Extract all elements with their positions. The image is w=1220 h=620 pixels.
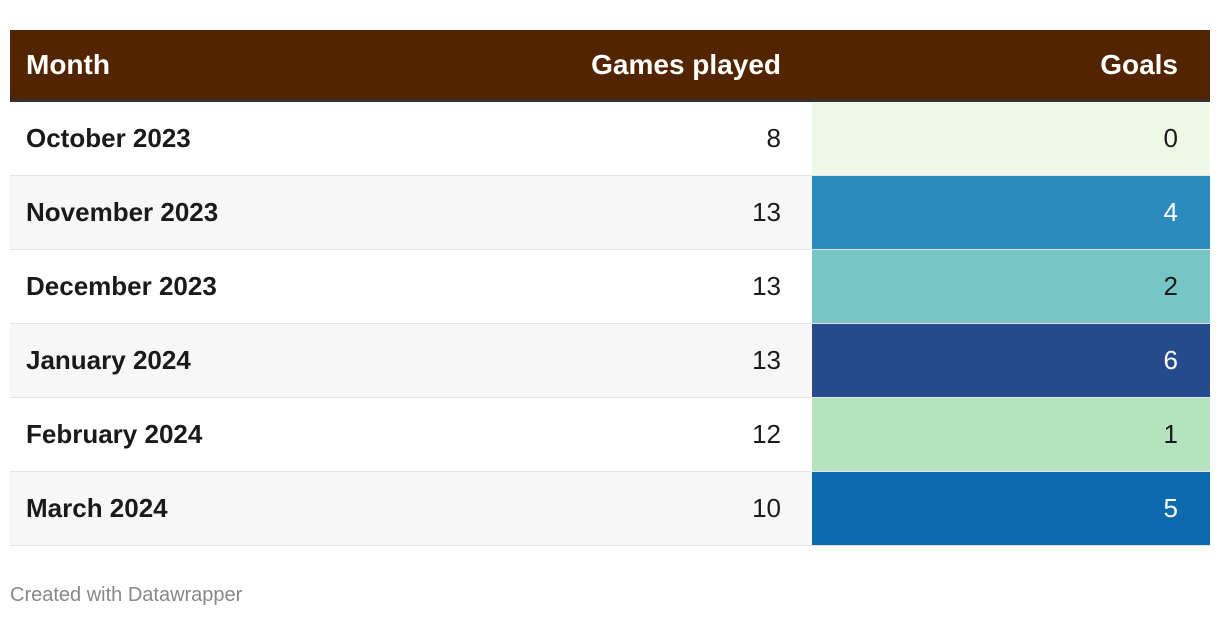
goals-cell: 1 [812,398,1210,471]
games-cell: 12 [752,419,781,449]
games-cell: 8 [766,123,781,153]
header-cell: Goals [1100,48,1178,80]
goals-cell: 6 [812,324,1210,397]
games-cell: 13 [752,271,781,301]
month-cell: January 2024 [26,345,191,375]
header-cell: Month [26,48,110,80]
goals-cell: 2 [812,250,1210,323]
month-cell: December 2023 [26,271,217,301]
goals-cell: 4 [812,176,1210,249]
goals-cell: 5 [812,472,1210,545]
month-cell: February 2024 [26,419,203,449]
goals-cell: 0 [812,102,1210,175]
month-cell: October 2023 [26,123,191,153]
month-cell: March 2024 [26,493,168,523]
games-cell: 13 [752,345,781,375]
table-row: December 2023 13 2 [10,250,1210,324]
table-row: February 2024 12 1 [10,398,1210,472]
games-cell: 13 [752,197,781,227]
table: Month Games played Goals October 2023 8 0 Nove… [10,30,1210,546]
month-cell: November 2023 [26,197,219,227]
footer: Created with Datawrapper [10,584,243,606]
header-row: Month Games played Goals [10,30,1210,102]
table-row: October 2023 8 0 [10,102,1210,176]
table-row: March 2024 10 5 [10,472,1210,546]
table-row: January 2024 13 6 [10,324,1210,398]
table-row: November 2023 13 4 [10,176,1210,250]
games-cell: 10 [752,493,781,523]
header-cell: Games played [591,48,781,80]
